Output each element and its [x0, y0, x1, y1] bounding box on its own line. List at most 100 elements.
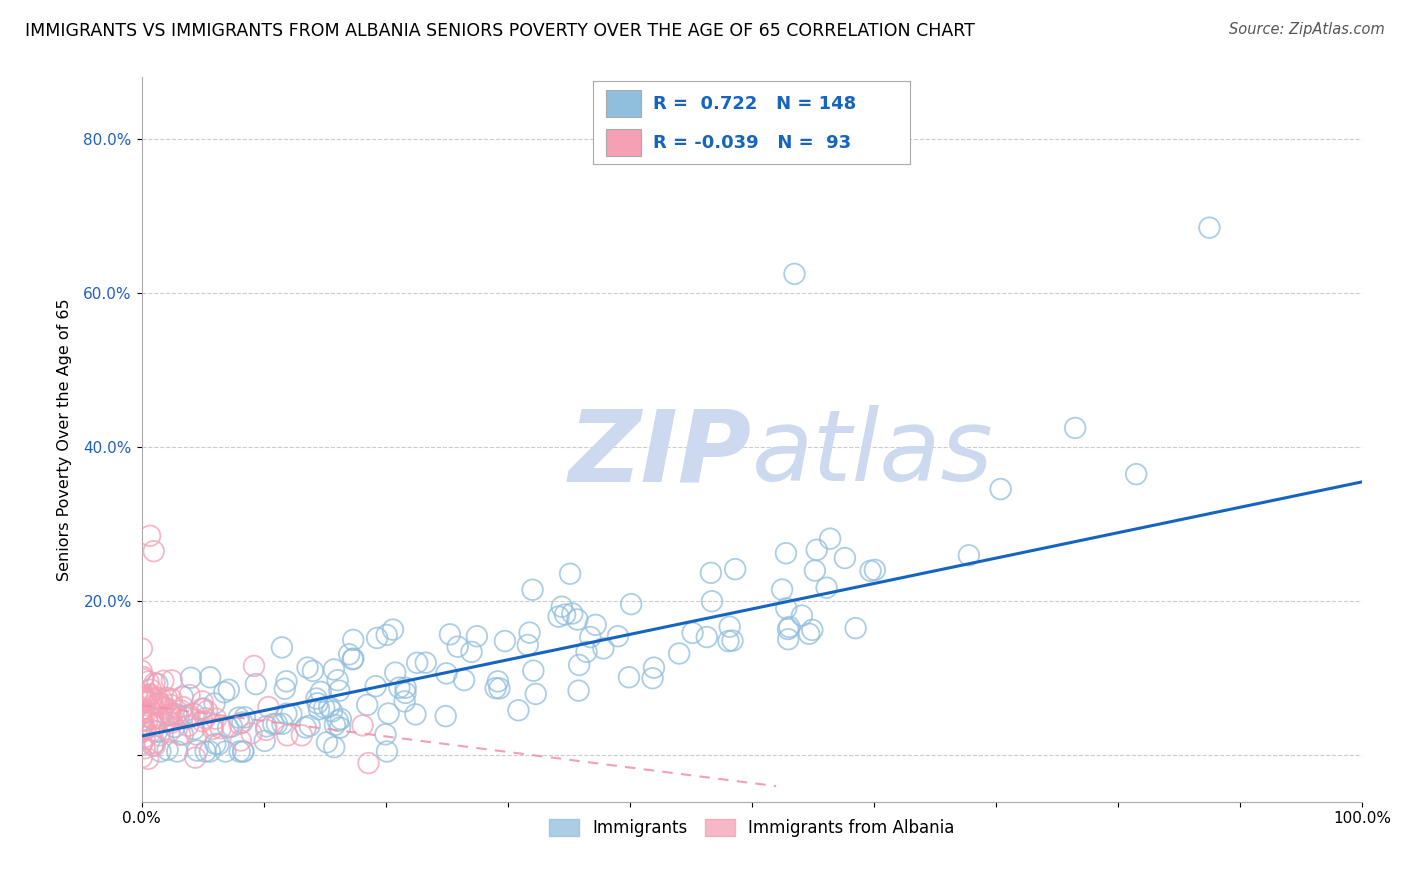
Point: [143, 736, 166, 750]
Point: [204, 697, 226, 711]
Legend: Immigrants, Immigrants from Albania: Immigrants, Immigrants from Albania: [543, 813, 960, 844]
Point: [375, 628, 398, 642]
Point: [190, 702, 212, 716]
Point: [1064, 421, 1087, 435]
Point: [179, 688, 201, 702]
Point: [274, 681, 297, 696]
Point: [240, 726, 263, 740]
Point: [139, 687, 162, 701]
Point: [696, 630, 718, 644]
Point: [131, 725, 153, 739]
Point: [575, 645, 598, 659]
Point: [135, 705, 157, 719]
Point: [167, 711, 190, 725]
Point: [488, 681, 510, 696]
Point: [149, 712, 172, 726]
Point: [131, 718, 153, 732]
Point: [342, 651, 364, 665]
Point: [141, 712, 163, 726]
Point: [384, 665, 406, 680]
Point: [148, 728, 170, 742]
Point: [718, 620, 741, 634]
Point: [815, 581, 838, 595]
Point: [166, 744, 188, 758]
Point: [207, 737, 229, 751]
Point: [375, 744, 398, 758]
Point: [404, 707, 426, 722]
Point: [143, 676, 166, 690]
Point: [150, 697, 173, 711]
Point: [434, 709, 457, 723]
Point: [337, 648, 360, 662]
Point: [778, 620, 800, 634]
Point: [170, 704, 193, 718]
Point: [134, 723, 156, 737]
Point: [447, 640, 470, 654]
Point: [132, 695, 155, 709]
Point: [298, 719, 321, 733]
Point: [142, 544, 165, 558]
Point: [271, 716, 294, 731]
Point: [172, 727, 194, 741]
Point: [232, 744, 254, 758]
Point: [314, 700, 336, 714]
Point: [641, 671, 664, 685]
Point: [132, 688, 155, 702]
Point: [169, 728, 191, 742]
Point: [232, 744, 254, 758]
Point: [342, 652, 364, 666]
Point: [818, 532, 841, 546]
Point: [131, 641, 153, 656]
Point: [834, 551, 856, 566]
Point: [142, 712, 165, 726]
Point: [139, 529, 162, 543]
Point: [205, 712, 228, 726]
Point: [157, 705, 180, 719]
Point: [152, 673, 174, 688]
Point: [198, 744, 221, 758]
Point: [266, 716, 288, 731]
Point: [806, 542, 828, 557]
Point: [585, 618, 607, 632]
Point: [724, 562, 747, 576]
Point: [357, 756, 380, 770]
Point: [775, 546, 797, 560]
Point: [406, 656, 429, 670]
Point: [280, 707, 302, 722]
Point: [328, 683, 350, 698]
Point: [138, 690, 160, 705]
Point: [778, 632, 800, 647]
Point: [245, 677, 267, 691]
Point: [276, 706, 298, 721]
Point: [508, 703, 530, 717]
Point: [783, 267, 806, 281]
Point: [149, 711, 172, 725]
Point: [146, 690, 169, 705]
Point: [150, 692, 173, 706]
Point: [148, 696, 170, 710]
Point: [558, 566, 581, 581]
Point: [136, 752, 159, 766]
Point: [561, 607, 583, 621]
Point: [135, 694, 157, 708]
Point: [271, 640, 294, 655]
Point: [700, 594, 723, 608]
Point: [254, 723, 277, 737]
Point: [142, 723, 165, 738]
Point: [166, 707, 188, 722]
Point: [318, 699, 340, 714]
Point: [453, 673, 475, 687]
Point: [990, 482, 1012, 496]
Point: [159, 724, 181, 739]
Point: [217, 721, 239, 735]
Point: [131, 703, 153, 717]
Point: [131, 737, 153, 751]
Point: [136, 674, 159, 689]
Point: [568, 657, 591, 672]
Point: [149, 744, 172, 758]
Point: [486, 674, 509, 689]
Point: [152, 700, 174, 714]
Point: [253, 734, 276, 748]
Point: [519, 625, 541, 640]
Point: [620, 597, 643, 611]
